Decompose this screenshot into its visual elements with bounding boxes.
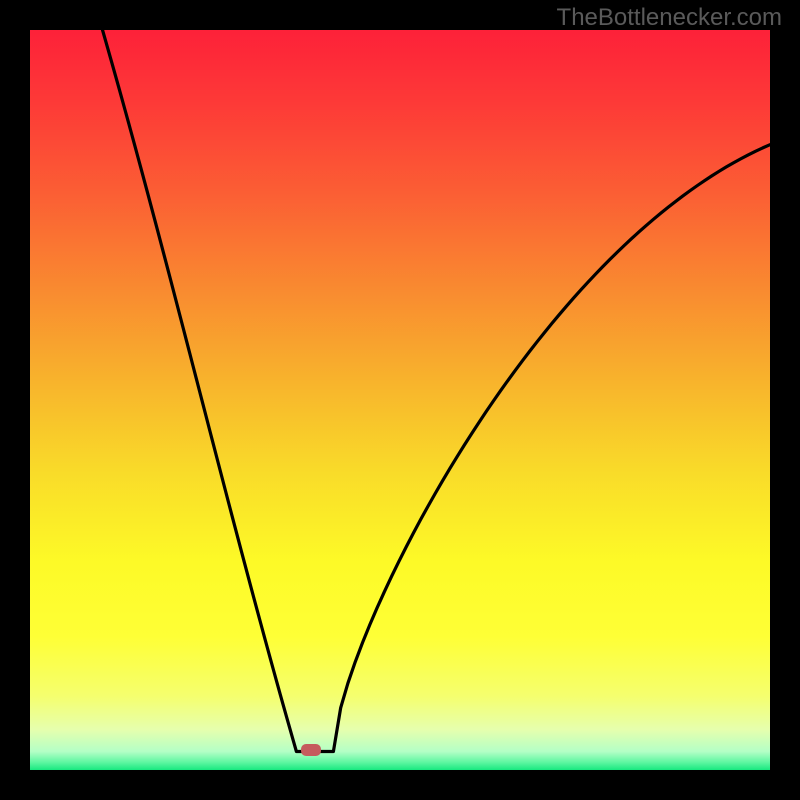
bottleneck-curve xyxy=(30,30,770,770)
watermark-text: TheBottlenecker.com xyxy=(557,4,782,32)
curve-path xyxy=(103,30,770,752)
plot-area xyxy=(30,30,770,770)
chart-canvas: TheBottlenecker.com xyxy=(0,0,800,800)
optimum-marker xyxy=(301,744,321,756)
